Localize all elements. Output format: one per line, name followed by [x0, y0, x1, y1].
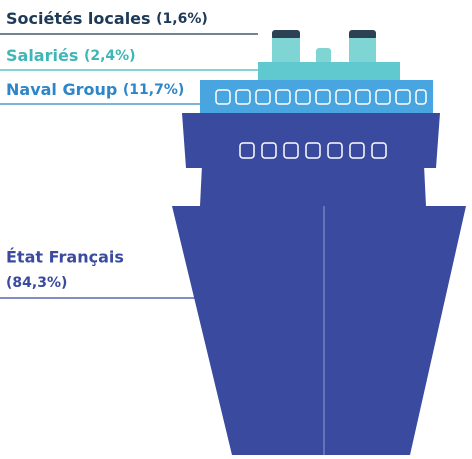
- label: Salariés (2,4%): [6, 46, 136, 65]
- label: Sociétés locales (1,6%): [6, 9, 208, 28]
- funnels: [272, 30, 376, 64]
- leader-lines: [0, 33, 258, 299]
- portholes-lower: [239, 142, 387, 159]
- portholes-upper: [215, 89, 427, 105]
- label: Naval Group (11,7%): [6, 80, 184, 99]
- label: (84,3%): [6, 275, 67, 291]
- deck-salaries: [258, 62, 400, 80]
- hull-etat: [172, 113, 466, 455]
- label: État Français: [6, 248, 124, 267]
